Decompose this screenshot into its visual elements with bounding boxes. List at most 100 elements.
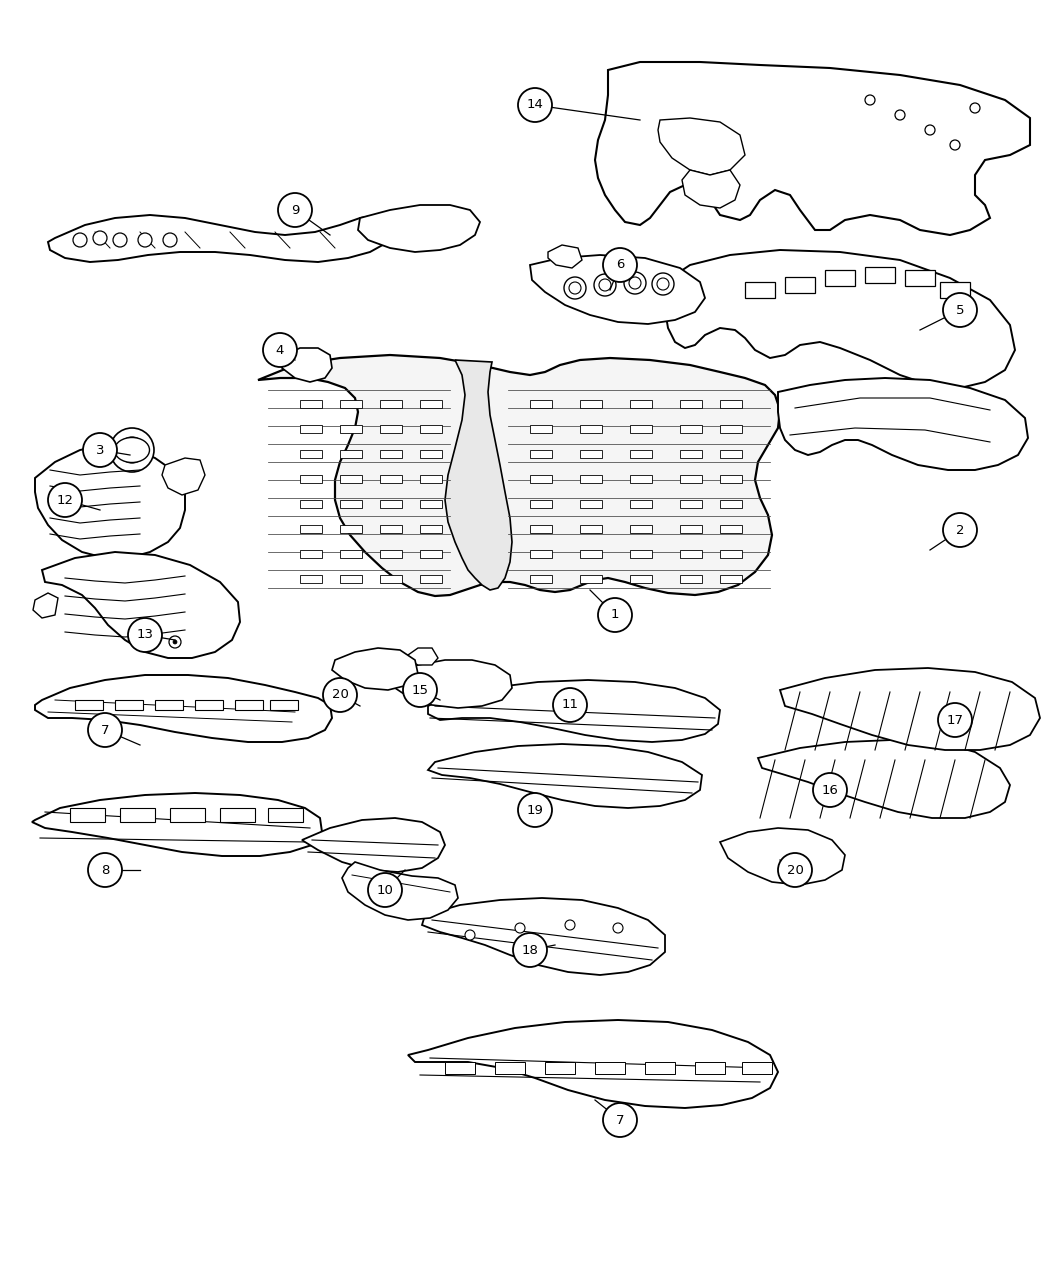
Circle shape (938, 703, 972, 737)
Circle shape (564, 277, 586, 300)
Circle shape (565, 921, 575, 929)
Bar (340, 476, 362, 483)
Bar (680, 525, 702, 533)
Circle shape (569, 282, 581, 295)
Circle shape (48, 483, 82, 516)
Polygon shape (258, 354, 780, 595)
Circle shape (865, 96, 875, 105)
Polygon shape (392, 660, 512, 708)
Text: 20: 20 (786, 863, 803, 876)
Bar (340, 450, 362, 458)
Ellipse shape (114, 437, 149, 463)
Bar (300, 575, 322, 583)
Bar (720, 550, 742, 558)
Polygon shape (48, 215, 395, 261)
Circle shape (119, 437, 145, 463)
Bar (580, 525, 602, 533)
Circle shape (169, 636, 181, 648)
Circle shape (970, 103, 980, 113)
Polygon shape (758, 740, 1010, 819)
Bar (340, 425, 362, 434)
Bar (580, 550, 602, 558)
Bar (530, 425, 552, 434)
Circle shape (93, 231, 107, 245)
Polygon shape (682, 170, 740, 208)
Text: 1: 1 (611, 608, 619, 621)
Circle shape (553, 688, 587, 722)
Bar (530, 450, 552, 458)
Bar (630, 550, 652, 558)
Text: 10: 10 (377, 884, 394, 896)
Circle shape (173, 640, 177, 644)
Circle shape (138, 233, 152, 247)
Polygon shape (35, 445, 185, 558)
Bar (420, 550, 442, 558)
Text: 6: 6 (615, 259, 624, 272)
Bar (300, 425, 322, 434)
Bar (116, 700, 143, 710)
Bar (630, 525, 652, 533)
Polygon shape (32, 793, 322, 856)
Bar (420, 450, 442, 458)
Bar (420, 575, 442, 583)
Circle shape (128, 618, 162, 652)
Bar (170, 808, 205, 822)
Polygon shape (548, 245, 582, 268)
Polygon shape (595, 62, 1030, 235)
Bar (680, 400, 702, 408)
Circle shape (278, 193, 312, 227)
Polygon shape (665, 250, 1015, 388)
Bar (530, 476, 552, 483)
Bar (680, 476, 702, 483)
Bar (630, 450, 652, 458)
Bar (580, 500, 602, 507)
Bar (268, 808, 303, 822)
Bar (680, 500, 702, 507)
Circle shape (518, 793, 552, 827)
Bar (300, 400, 322, 408)
Bar (580, 425, 602, 434)
Text: 13: 13 (136, 629, 153, 641)
Text: 3: 3 (96, 444, 104, 456)
Circle shape (813, 773, 847, 807)
Bar (530, 550, 552, 558)
Text: 12: 12 (57, 493, 74, 506)
Polygon shape (658, 119, 746, 175)
Circle shape (629, 277, 640, 289)
Circle shape (598, 598, 632, 632)
Text: 2: 2 (956, 524, 964, 537)
Bar (695, 1062, 724, 1074)
Polygon shape (778, 377, 1028, 470)
Bar (630, 476, 652, 483)
Polygon shape (408, 1020, 778, 1108)
Bar (545, 1062, 575, 1074)
Circle shape (513, 933, 547, 966)
Bar (720, 400, 742, 408)
Bar (645, 1062, 675, 1074)
Circle shape (465, 929, 475, 940)
Bar (300, 500, 322, 507)
Circle shape (657, 278, 669, 289)
Bar (235, 700, 262, 710)
Bar (195, 700, 223, 710)
Polygon shape (720, 827, 845, 885)
Bar (630, 500, 652, 507)
Bar (905, 270, 934, 286)
Bar (300, 525, 322, 533)
Circle shape (88, 713, 122, 747)
Polygon shape (342, 862, 458, 921)
Bar (530, 500, 552, 507)
Bar (680, 450, 702, 458)
Circle shape (613, 923, 623, 933)
Circle shape (652, 273, 674, 295)
Bar (340, 500, 362, 507)
Polygon shape (530, 255, 705, 324)
Polygon shape (428, 745, 702, 808)
Bar (420, 476, 442, 483)
Bar (420, 500, 442, 507)
Polygon shape (780, 668, 1040, 750)
Text: 11: 11 (562, 699, 579, 711)
Bar (720, 476, 742, 483)
Circle shape (163, 233, 177, 247)
Bar (420, 525, 442, 533)
